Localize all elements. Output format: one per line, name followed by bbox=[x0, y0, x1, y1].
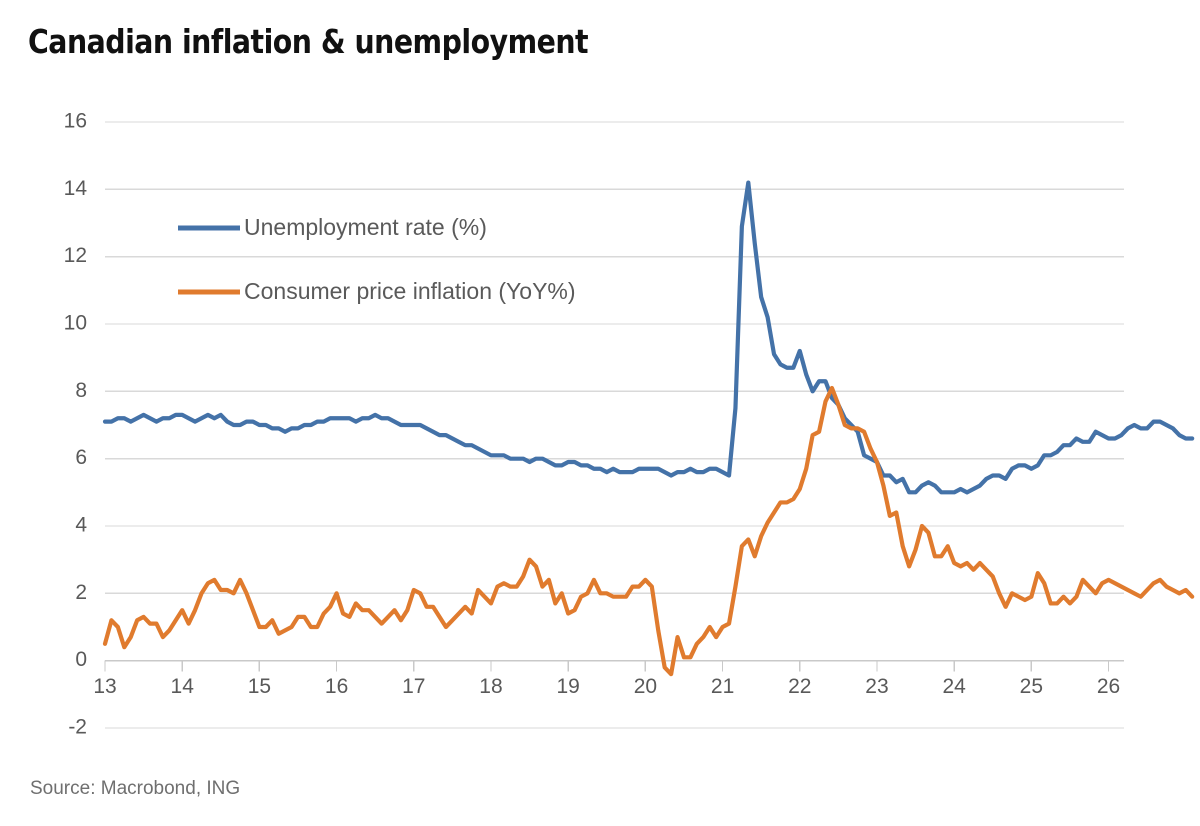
gridlines bbox=[105, 121, 1124, 729]
y-tick-label: 2 bbox=[75, 581, 87, 604]
y-tick-label: 8 bbox=[75, 379, 87, 402]
x-tick-label: 22 bbox=[788, 675, 811, 698]
x-tick-label: 15 bbox=[248, 675, 271, 698]
y-tick-label: 0 bbox=[75, 648, 87, 671]
x-tick-label: 14 bbox=[171, 675, 195, 698]
x-tick-label: 26 bbox=[1097, 675, 1120, 698]
y-tick-label: 16 bbox=[64, 110, 87, 133]
y-tick-label: 4 bbox=[75, 514, 87, 537]
y-axis-tick-labels: 16 14 12 10 8 6 4 2 0 -2 bbox=[64, 110, 88, 739]
series-line-inflation bbox=[102, 385, 1195, 677]
series-line-unemployment bbox=[102, 180, 1195, 495]
data-series bbox=[102, 180, 1195, 677]
axis-tick-marks bbox=[104, 660, 1110, 672]
y-tick-label: -2 bbox=[68, 716, 87, 739]
x-tick-label: 20 bbox=[634, 675, 657, 698]
x-tick-label: 24 bbox=[942, 675, 966, 698]
x-tick-label: 17 bbox=[402, 675, 425, 698]
page-title: Canadian inflation & unemployment bbox=[28, 22, 589, 61]
x-tick-label: 19 bbox=[557, 675, 580, 698]
y-tick-label: 6 bbox=[75, 446, 87, 469]
y-tick-label: 14 bbox=[64, 177, 88, 200]
y-tick-label: 10 bbox=[64, 312, 87, 335]
source-note: Source: Macrobond, ING bbox=[30, 778, 241, 799]
x-tick-label: 13 bbox=[93, 675, 116, 698]
x-tick-label: 16 bbox=[325, 675, 348, 698]
legend-label-inflation: Consumer price inflation (YoY%) bbox=[244, 278, 576, 304]
x-axis-tick-labels: 13 14 15 16 17 18 19 20 21 22 23 24 25 26 bbox=[93, 675, 1120, 698]
y-tick-label: 12 bbox=[64, 244, 87, 267]
x-tick-label: 23 bbox=[865, 675, 888, 698]
x-tick-label: 21 bbox=[711, 675, 734, 698]
chart-legend: Unemployment rate (%) Consumer price infl… bbox=[178, 214, 576, 304]
x-tick-label: 18 bbox=[479, 675, 502, 698]
legend-label-unemployment: Unemployment rate (%) bbox=[244, 214, 487, 240]
x-tick-label: 25 bbox=[1020, 675, 1043, 698]
